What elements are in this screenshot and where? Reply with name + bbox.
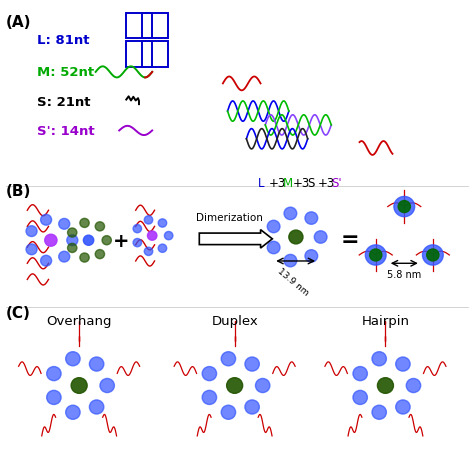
Circle shape bbox=[41, 215, 52, 225]
Circle shape bbox=[353, 390, 367, 405]
Circle shape bbox=[68, 228, 77, 238]
Text: (A): (A) bbox=[6, 15, 32, 30]
Circle shape bbox=[90, 357, 104, 371]
Circle shape bbox=[45, 235, 57, 247]
Circle shape bbox=[289, 231, 303, 244]
Text: +3: +3 bbox=[318, 177, 335, 190]
Circle shape bbox=[144, 216, 153, 225]
Text: S: S bbox=[307, 177, 315, 190]
Circle shape bbox=[144, 248, 153, 256]
Text: S: 21nt: S: 21nt bbox=[36, 96, 90, 109]
Text: Hairpin: Hairpin bbox=[362, 314, 410, 327]
Circle shape bbox=[46, 367, 61, 381]
Circle shape bbox=[202, 390, 217, 405]
Circle shape bbox=[95, 222, 105, 232]
Text: 13.9 nm: 13.9 nm bbox=[275, 266, 310, 297]
Circle shape bbox=[305, 250, 318, 263]
Circle shape bbox=[164, 232, 173, 240]
Circle shape bbox=[158, 244, 167, 253]
Circle shape bbox=[26, 226, 37, 237]
Circle shape bbox=[227, 378, 243, 394]
Circle shape bbox=[284, 208, 297, 220]
Text: Overhang: Overhang bbox=[46, 314, 112, 327]
Circle shape bbox=[365, 245, 386, 266]
Circle shape bbox=[68, 244, 77, 253]
Text: Dimerization: Dimerization bbox=[197, 213, 264, 222]
Circle shape bbox=[267, 221, 280, 233]
Circle shape bbox=[133, 225, 142, 233]
Circle shape bbox=[41, 256, 52, 267]
Circle shape bbox=[66, 405, 80, 419]
Circle shape bbox=[100, 379, 114, 393]
Circle shape bbox=[406, 379, 421, 393]
Circle shape bbox=[67, 235, 78, 246]
Circle shape bbox=[314, 232, 327, 244]
Text: (B): (B) bbox=[6, 183, 31, 198]
Circle shape bbox=[71, 378, 87, 394]
Circle shape bbox=[394, 197, 415, 217]
Circle shape bbox=[396, 357, 410, 371]
Text: L: 81nt: L: 81nt bbox=[36, 34, 89, 47]
Circle shape bbox=[26, 244, 37, 255]
Text: +: + bbox=[113, 231, 130, 250]
Text: +3: +3 bbox=[269, 177, 286, 190]
Circle shape bbox=[372, 352, 386, 366]
Circle shape bbox=[59, 252, 70, 263]
Text: Duplex: Duplex bbox=[211, 314, 258, 327]
Circle shape bbox=[422, 245, 443, 266]
Circle shape bbox=[396, 400, 410, 414]
Circle shape bbox=[353, 367, 367, 381]
Circle shape bbox=[377, 378, 393, 394]
Circle shape bbox=[102, 236, 111, 245]
Circle shape bbox=[221, 405, 236, 419]
Text: L: L bbox=[258, 177, 264, 190]
Circle shape bbox=[284, 255, 297, 267]
Circle shape bbox=[255, 379, 270, 393]
Circle shape bbox=[147, 232, 157, 241]
Circle shape bbox=[245, 400, 259, 414]
Circle shape bbox=[267, 242, 280, 254]
Circle shape bbox=[372, 405, 386, 419]
Circle shape bbox=[221, 352, 236, 366]
Text: 5.8 nm: 5.8 nm bbox=[387, 269, 421, 279]
Text: +3: +3 bbox=[293, 177, 310, 190]
Text: M: M bbox=[283, 177, 293, 190]
Circle shape bbox=[202, 367, 217, 381]
Circle shape bbox=[95, 250, 105, 259]
Circle shape bbox=[427, 250, 439, 262]
Circle shape bbox=[80, 253, 89, 263]
Circle shape bbox=[398, 201, 410, 213]
Circle shape bbox=[245, 357, 259, 371]
Circle shape bbox=[66, 352, 80, 366]
Circle shape bbox=[83, 236, 94, 246]
Text: S': 14nt: S': 14nt bbox=[36, 125, 94, 138]
Circle shape bbox=[59, 219, 70, 230]
Circle shape bbox=[305, 213, 318, 225]
Circle shape bbox=[80, 219, 89, 228]
Text: (C): (C) bbox=[6, 305, 31, 320]
FancyArrow shape bbox=[199, 230, 273, 249]
Text: M: 52nt: M: 52nt bbox=[36, 66, 94, 79]
Circle shape bbox=[370, 250, 382, 262]
Text: S': S' bbox=[332, 177, 342, 190]
Circle shape bbox=[133, 239, 142, 247]
Circle shape bbox=[90, 400, 104, 414]
Circle shape bbox=[158, 219, 167, 228]
Circle shape bbox=[46, 390, 61, 405]
Text: =: = bbox=[341, 229, 359, 249]
